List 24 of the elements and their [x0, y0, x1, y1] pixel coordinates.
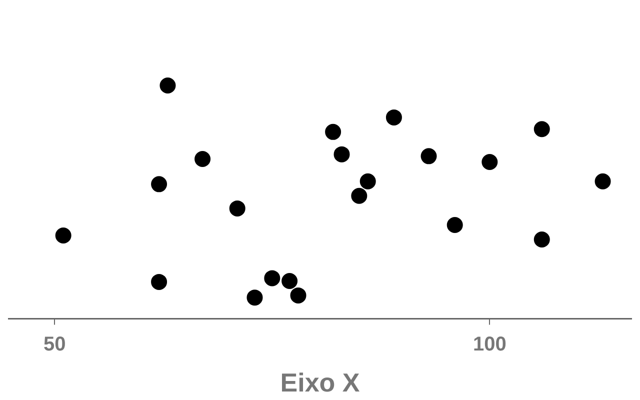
point [534, 121, 550, 138]
point [229, 200, 246, 216]
point [482, 154, 498, 170]
point [151, 176, 168, 192]
point [264, 270, 280, 286]
x-axis-title: Eixo X [280, 368, 360, 398]
point [290, 287, 306, 304]
point [246, 290, 263, 306]
point [194, 150, 211, 167]
x-tick-label: 50 [43, 333, 66, 356]
x-tick-label: 100 [472, 333, 506, 356]
point [334, 146, 350, 162]
point [420, 148, 437, 164]
point [282, 273, 298, 290]
point [351, 188, 368, 204]
point [55, 228, 72, 244]
point [160, 77, 176, 94]
point [325, 124, 342, 140]
point [360, 173, 376, 190]
point [386, 109, 402, 126]
point [446, 217, 463, 234]
point [151, 274, 168, 290]
point [534, 231, 550, 248]
point [594, 173, 611, 190]
